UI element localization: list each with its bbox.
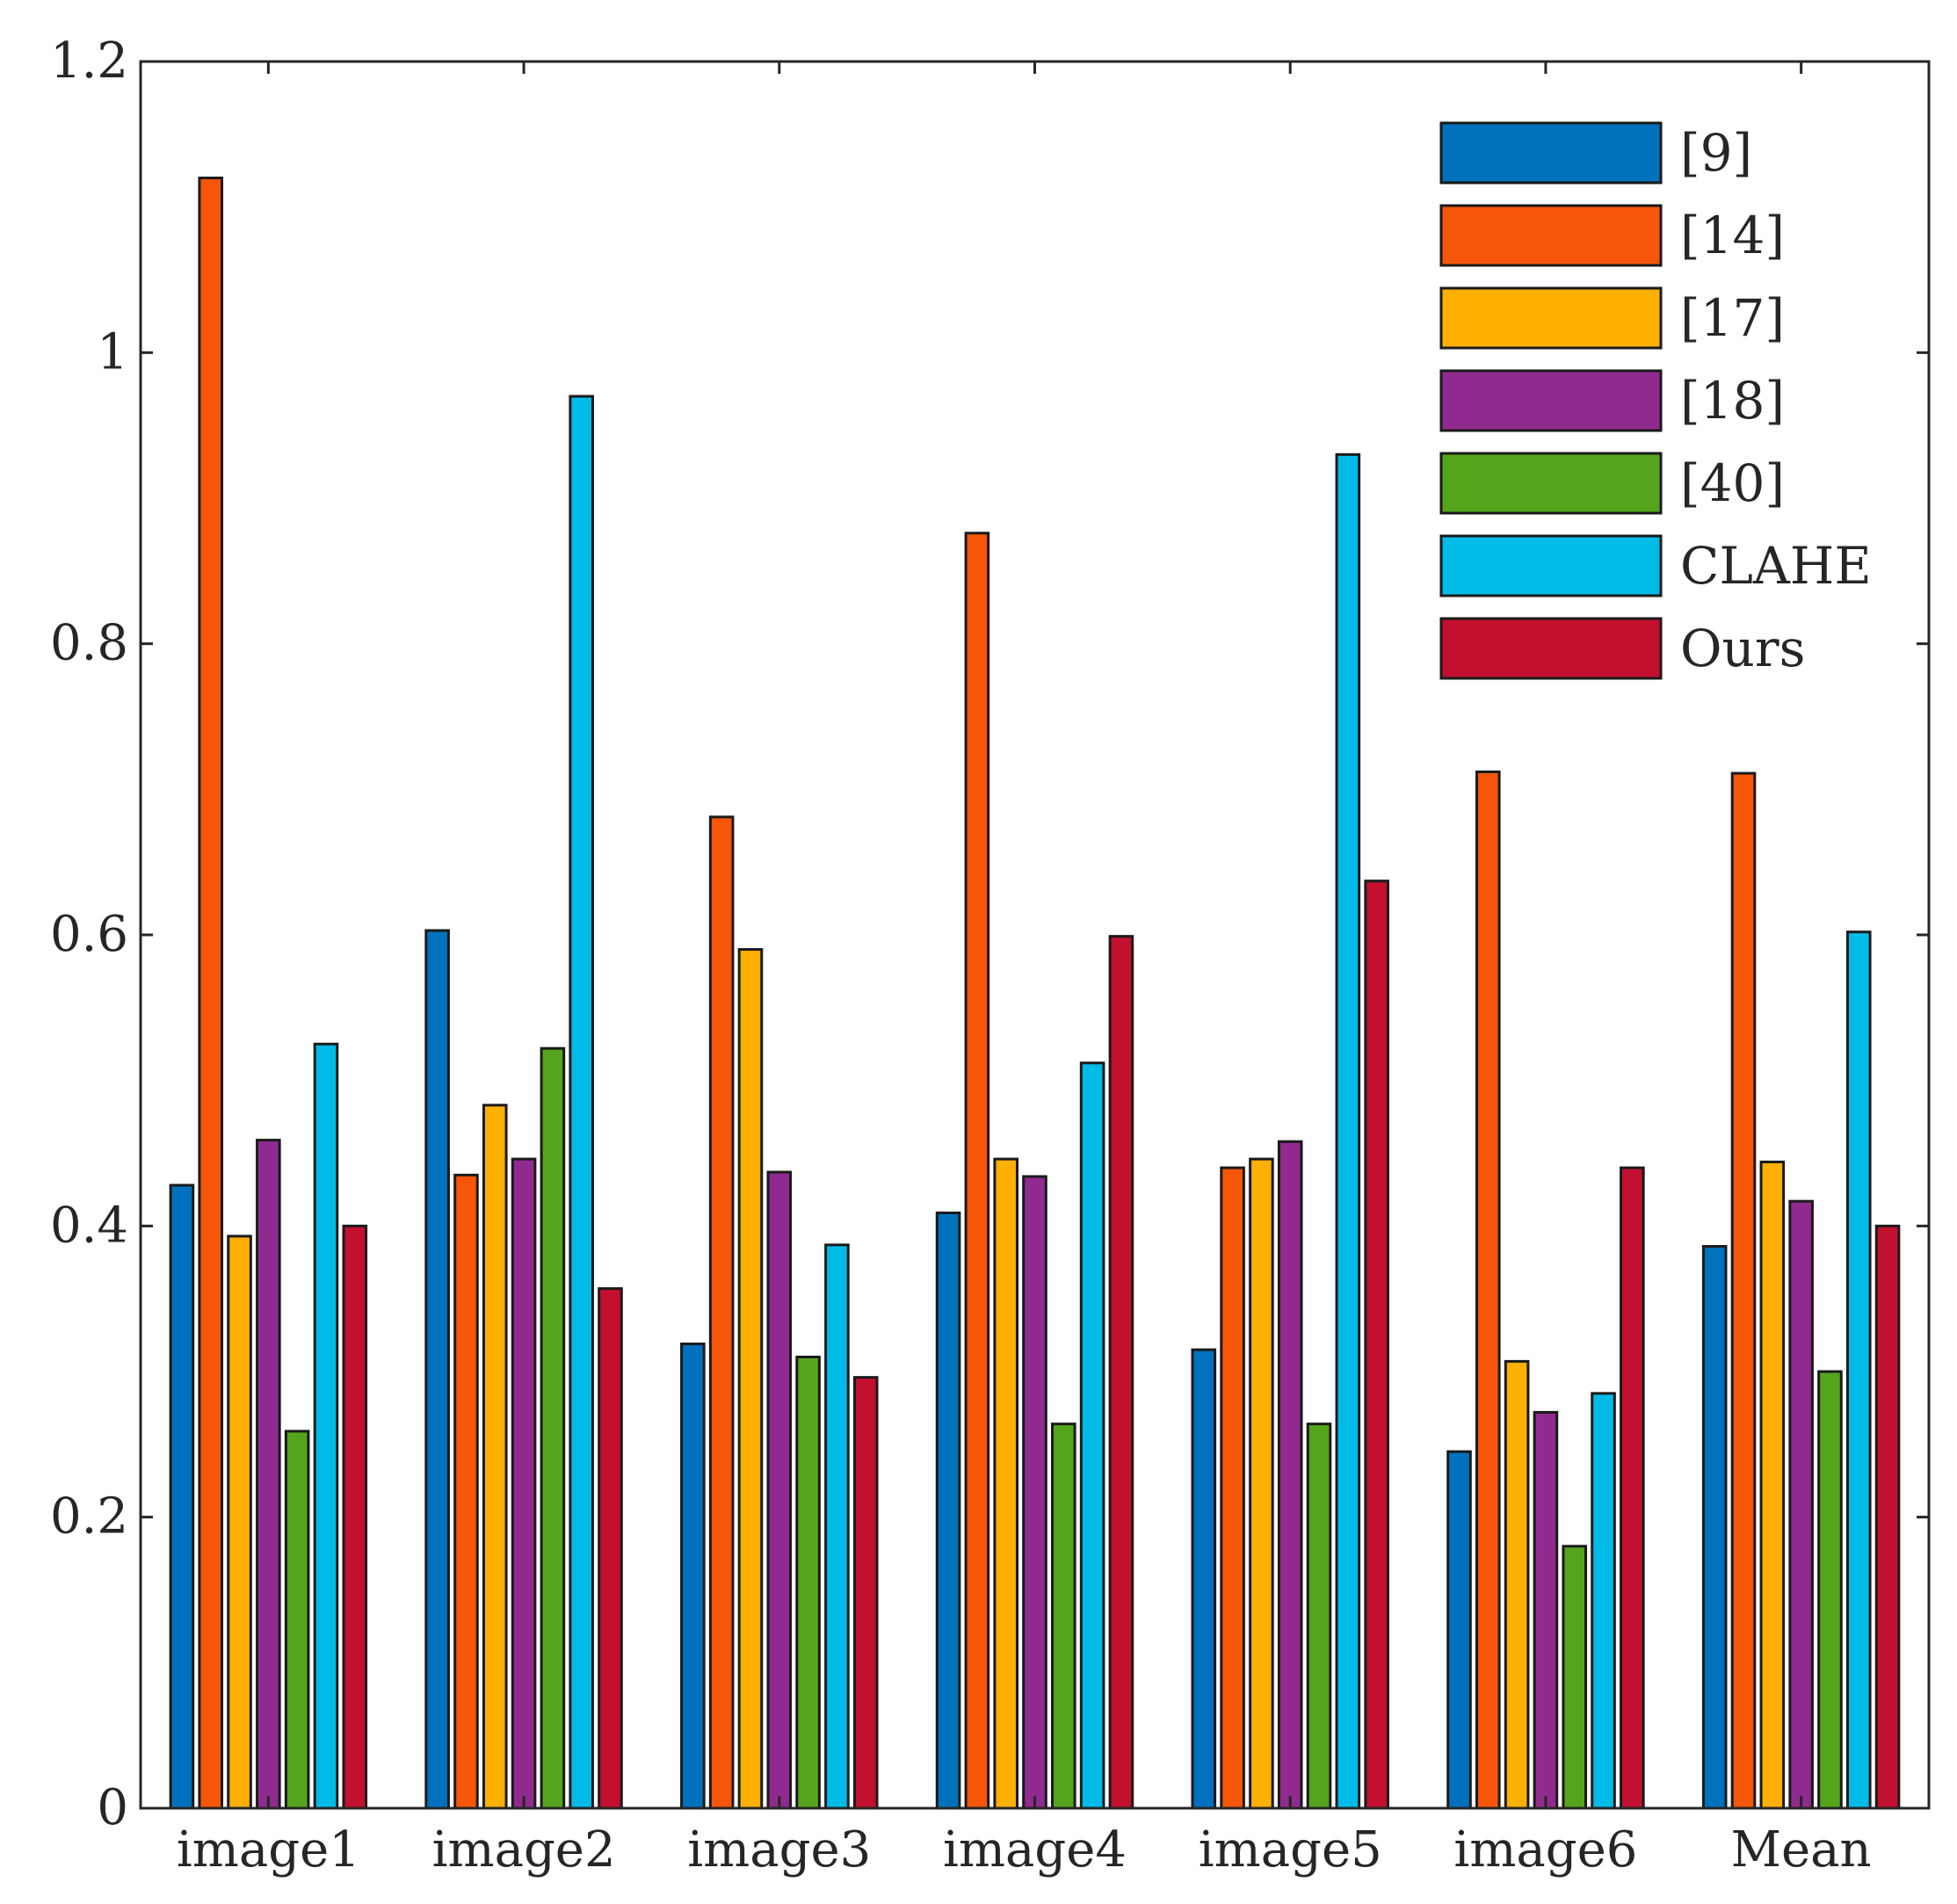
bar-14-image6	[1475, 770, 1501, 1810]
bar-ours-image3	[852, 1376, 879, 1810]
bar-18-mean	[1788, 1199, 1814, 1810]
bar-14-image4	[964, 532, 990, 1810]
bar-9-image2	[424, 929, 450, 1810]
legend-label: [18]	[1680, 371, 1785, 431]
bar-clahe-image6	[1591, 1392, 1616, 1810]
y-tick-label: 0	[97, 1779, 128, 1836]
bar-9-image3	[680, 1343, 706, 1810]
y-tick-label: 1.2	[50, 33, 128, 90]
legend-label: [14]	[1680, 206, 1785, 265]
bar-14-image5	[1220, 1166, 1245, 1810]
bar-40-image4	[1051, 1423, 1076, 1810]
x-tick-label: image4	[943, 1821, 1127, 1879]
bar-40-image3	[795, 1355, 821, 1810]
bar-40-image2	[540, 1046, 566, 1810]
bar-40-mean	[1817, 1370, 1843, 1810]
legend-label: [17]	[1680, 288, 1785, 348]
bar-9-mean	[1701, 1245, 1728, 1810]
legend-swatch	[1439, 121, 1663, 185]
bar-clahe-image1	[313, 1042, 339, 1810]
y-tick-label: 0.4	[50, 1197, 128, 1254]
bar-17-image5	[1249, 1157, 1274, 1810]
bar-14-image2	[453, 1173, 479, 1810]
y-tick-label: 0.8	[50, 615, 128, 672]
bar-9-image5	[1191, 1348, 1217, 1810]
bar-40-image5	[1306, 1423, 1332, 1810]
bar-18-image6	[1533, 1410, 1559, 1810]
bar-18-image2	[511, 1157, 537, 1810]
legend-swatch	[1439, 286, 1663, 350]
x-tick-label: image1	[177, 1821, 360, 1879]
bar-17-image4	[993, 1157, 1018, 1810]
bar-ours-image6	[1620, 1166, 1645, 1810]
legend-swatch	[1439, 204, 1663, 267]
legend-swatch	[1439, 452, 1663, 515]
bar-clahe-image4	[1079, 1061, 1105, 1810]
bar-9-image1	[169, 1184, 195, 1810]
bar-clahe-image5	[1335, 452, 1361, 1810]
bar-14-image1	[198, 177, 224, 1810]
bar-ours-image4	[1108, 935, 1134, 1810]
bar-18-image3	[766, 1170, 793, 1810]
bar-ours-image1	[342, 1224, 368, 1810]
legend: [9] [14] [17] [18] [40] CLAHE Ours	[1439, 121, 1872, 680]
y-tick-label: 0.6	[50, 906, 128, 963]
legend-label: Ours	[1680, 619, 1805, 678]
bar-ours-image2	[598, 1287, 623, 1810]
x-tick-label: image2	[432, 1821, 616, 1879]
bar-18-image5	[1277, 1140, 1303, 1810]
y-tick-label: 1	[97, 323, 128, 380]
bars-layer	[169, 177, 1901, 1810]
legend-label: [9]	[1680, 123, 1752, 183]
legend-label: [40]	[1680, 453, 1785, 513]
bar-17-image6	[1504, 1359, 1530, 1810]
bar-ours-mean	[1874, 1224, 1901, 1810]
bar-clahe-image2	[569, 395, 594, 1810]
bar-9-image4	[935, 1211, 961, 1810]
legend-swatch	[1439, 534, 1663, 597]
legend-label: CLAHE	[1680, 536, 1872, 596]
bar-40-image1	[284, 1430, 310, 1810]
y-tick-label: 0.2	[50, 1488, 128, 1546]
bar-ours-image5	[1364, 880, 1389, 1810]
bar-17-mean	[1759, 1160, 1786, 1810]
x-tick-label: image5	[1199, 1821, 1382, 1879]
ticks-layer: 0 0.2 0.4 0.6 0.8 1 1.2 image1 image2 image3 image…	[50, 33, 1929, 1879]
legend-swatch	[1439, 369, 1663, 432]
legend-swatch	[1439, 617, 1663, 680]
x-tick-label: Mean	[1731, 1821, 1872, 1879]
bar-17-image2	[482, 1104, 508, 1810]
bar-14-image3	[708, 815, 735, 1810]
bar-17-image1	[227, 1234, 252, 1810]
x-tick-label: image6	[1453, 1821, 1637, 1879]
x-tick-label: image3	[687, 1821, 871, 1879]
bar-9-image6	[1446, 1450, 1472, 1810]
bar-18-image4	[1022, 1175, 1047, 1810]
bar-17-image3	[737, 948, 764, 1810]
bar-clahe-mean	[1845, 930, 1872, 1810]
bar-18-image1	[256, 1139, 281, 1810]
bar-clahe-image3	[824, 1243, 850, 1810]
bar-14-mean	[1730, 771, 1757, 1810]
bar-40-image6	[1562, 1545, 1588, 1810]
